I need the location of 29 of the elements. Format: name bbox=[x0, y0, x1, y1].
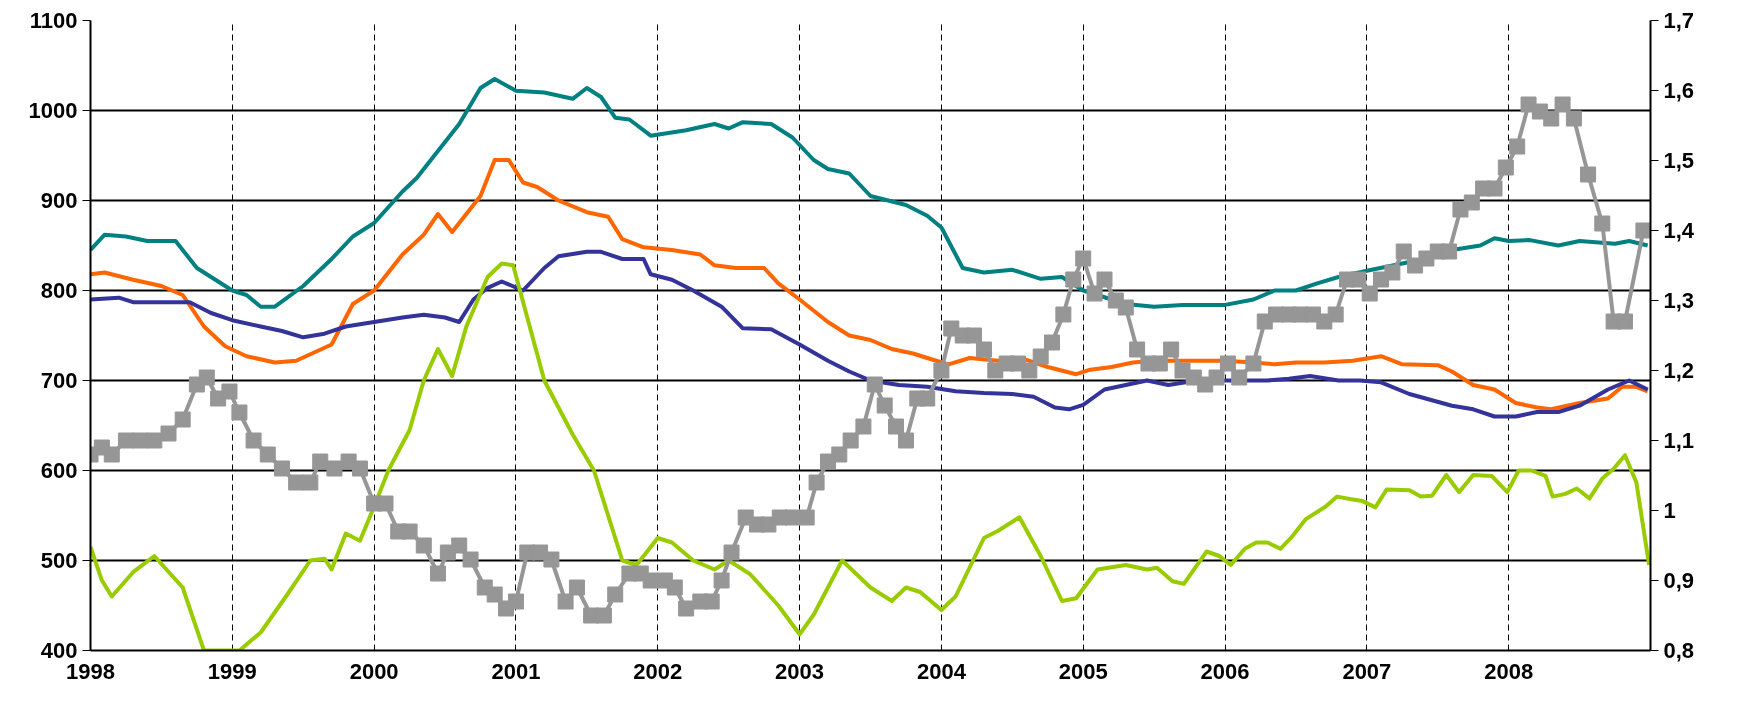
y2-tick-label: 1,4 bbox=[1663, 218, 1695, 243]
y-tick-label: 1100 bbox=[29, 8, 78, 33]
y2-tick-label: 1,1 bbox=[1663, 428, 1695, 453]
y-tick-label: 900 bbox=[40, 188, 78, 213]
y2-tick-label: 1,7 bbox=[1663, 8, 1695, 33]
y-tick-label: 500 bbox=[40, 548, 78, 573]
x-tick-label: 1999 bbox=[207, 658, 257, 684]
y-tick-label: 1000 bbox=[28, 98, 78, 123]
y2-tick-label: 0,9 bbox=[1663, 568, 1695, 593]
y2-tick-label: 1,3 bbox=[1663, 288, 1695, 313]
y2-tick-label: 1,2 bbox=[1663, 358, 1695, 383]
y-tick-label: 700 bbox=[40, 368, 78, 393]
x-tick-label: 2007 bbox=[1342, 658, 1392, 684]
y2-tick-label: 1 bbox=[1663, 498, 1676, 523]
x-tick-label: 2003 bbox=[775, 658, 825, 684]
y2-tick-label: 1,5 bbox=[1663, 148, 1695, 173]
x-tick-label: 2000 bbox=[349, 658, 399, 684]
line-series bbox=[90, 249, 1650, 419]
y-tick-label: 600 bbox=[40, 458, 78, 483]
y2-tick-label: 1,6 bbox=[1663, 78, 1695, 103]
x-tick-label: 2002 bbox=[633, 658, 683, 684]
x-tick-label: 2001 bbox=[491, 658, 541, 684]
y2-tick-label: 0,8 bbox=[1663, 638, 1695, 663]
x-tick-label: 2004 bbox=[916, 658, 967, 684]
line-series bbox=[90, 158, 1650, 412]
x-tick-label: 2006 bbox=[1200, 658, 1250, 684]
y-tick-label: 800 bbox=[40, 278, 78, 303]
x-tick-label: 2008 bbox=[1484, 658, 1534, 684]
x-tick-label: 2005 bbox=[1058, 658, 1108, 684]
